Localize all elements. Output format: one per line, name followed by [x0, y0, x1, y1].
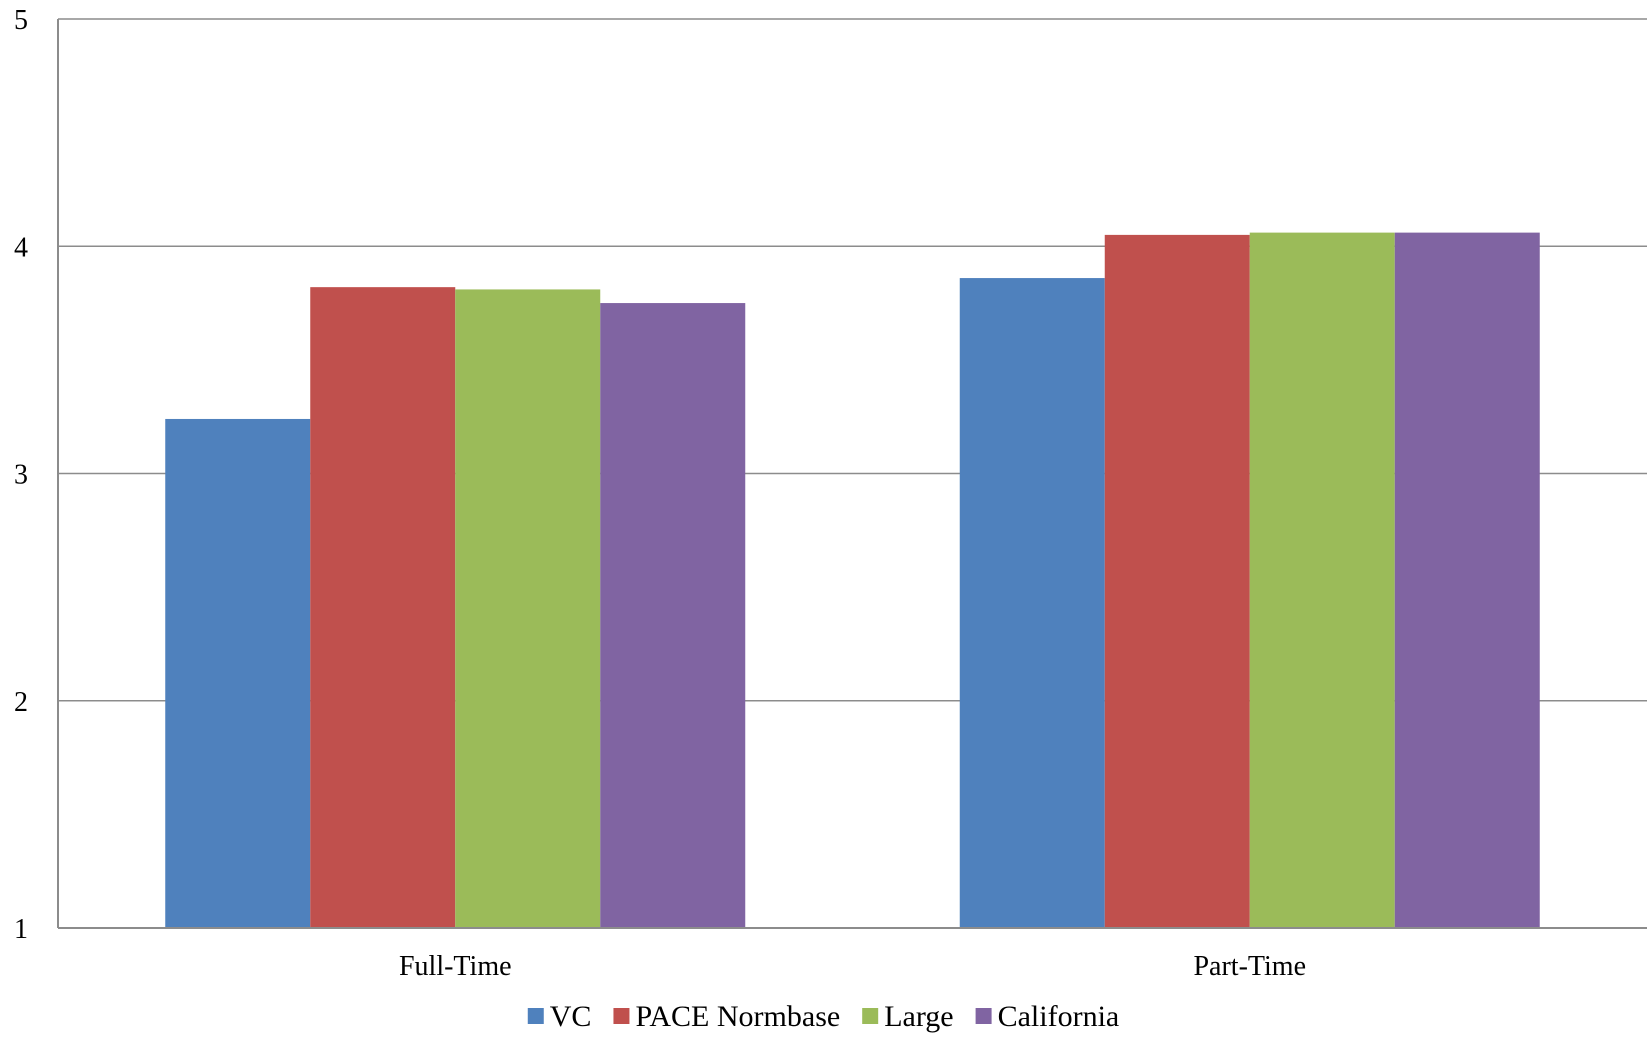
legend-swatch — [527, 1008, 544, 1024]
bars — [165, 232, 1540, 929]
bar-vc-part-time — [959, 278, 1105, 928]
legend: VC PACE Normbase Large California — [527, 1000, 1120, 1033]
bar-california-full-time — [600, 303, 746, 928]
legend-swatch — [862, 1008, 879, 1024]
bar-pace-normbase-full-time — [310, 287, 456, 928]
legend-swatch — [613, 1008, 630, 1024]
y-tick-label: 4 — [14, 232, 28, 263]
legend-label: California — [998, 1000, 1120, 1033]
bar-pace-normbase-part-time — [1104, 234, 1250, 928]
axes — [57, 19, 1647, 929]
legend-label: VC — [550, 1000, 592, 1033]
x-category-labels: Full-Time Part-Time — [399, 951, 1306, 982]
legend-item-california: California — [975, 1000, 1120, 1033]
bar-vc-full-time — [165, 418, 311, 928]
y-tick-label: 5 — [14, 5, 28, 36]
y-tick-labels: 1 2 3 4 5 — [14, 5, 28, 945]
legend-swatch — [975, 1008, 992, 1024]
bar-california-part-time — [1394, 232, 1540, 929]
y-tick-label: 1 — [14, 914, 28, 945]
bar-large-part-time — [1249, 232, 1395, 929]
legend-label: PACE Normbase — [635, 1000, 840, 1033]
y-tick-label: 3 — [14, 460, 28, 491]
legend-label: Large — [884, 1000, 953, 1033]
bar-large-full-time — [455, 289, 601, 928]
legend-item-vc: VC — [527, 1000, 592, 1033]
legend-item-large: Large — [862, 1000, 954, 1033]
y-tick-label: 2 — [14, 687, 28, 718]
x-category-label: Full-Time — [399, 951, 512, 982]
x-category-label: Part-Time — [1193, 951, 1306, 982]
legend-item-pace-normbase: PACE Normbase — [613, 1000, 840, 1033]
